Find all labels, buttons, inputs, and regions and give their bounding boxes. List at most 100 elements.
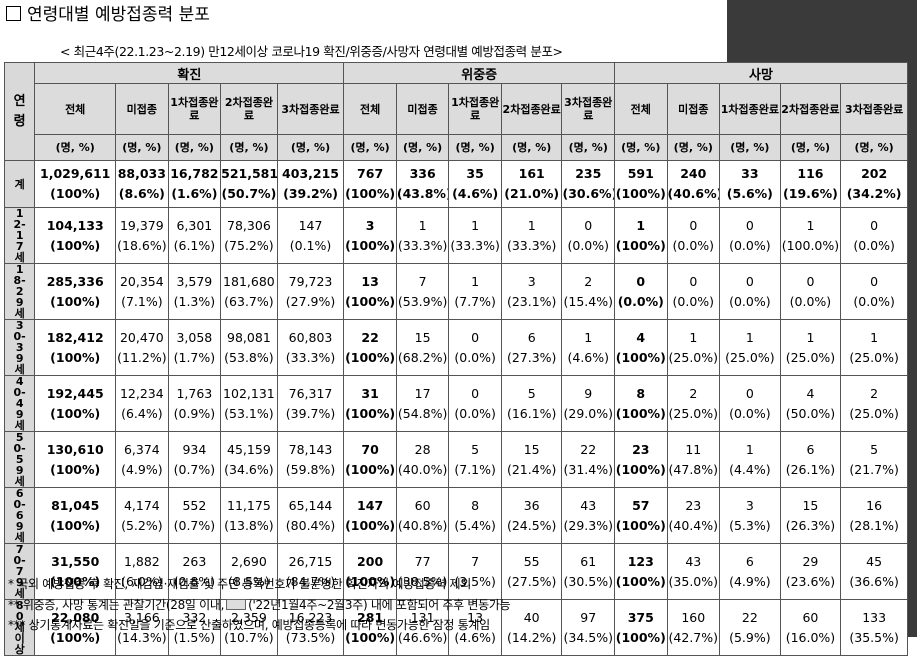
cell-count: 3,166 [123,609,160,625]
cell-death: 1 (25.0%) [840,319,908,376]
cell-confirmed: 26,715 (84.7%) [276,543,345,600]
cell-confirmed: 78,306 (75.2%) [220,207,278,264]
cell-death: 22 (5.9%) [719,599,781,656]
cell-severe: 7 (3.5%) [448,543,502,600]
cell-severe: 97 (34.5%) [561,599,616,656]
cell-percent: (100%) [345,517,396,533]
cell-count: 36 [523,497,540,513]
cell-percent: (100%) [345,461,396,477]
cell-severe: 1 (33.3%) [448,207,502,264]
cell-percent: (16.1%) [506,405,557,421]
cell-percent: (27.9%) [285,293,336,309]
cell-percent: (8.5%) [228,573,270,589]
cell-count: 102,131 [223,385,275,401]
cell-severe: 17 (54.8%) [395,375,450,432]
cell-confirmed: 6,301 (6.1%) [167,207,222,264]
cell-severe: 0 (0.0%) [561,207,616,264]
note-3: *** 상기통계자료는 확진일을 기준으로 산출하였으며, 예방접종등록에 따라… [8,618,490,632]
cell-confirmed: 3,058 (1.7%) [167,319,222,376]
cell-percent: (0.0%) [729,237,771,253]
cell-count: 0 [689,217,698,233]
cell-percent: (28.1%) [849,517,899,533]
header-death-col-4: 3차접종완료 [840,83,908,135]
cell-percent: (21.4%) [506,461,557,477]
cell-percent: (31.4%) [563,461,613,477]
cell-percent: (100%) [50,517,101,533]
cell-percent: (100.0%) [781,237,840,253]
cell-percent: (34.5%) [563,629,613,645]
header-severe-col-3: 2차접종완료 [500,83,563,135]
cell-death: 16 (28.1%) [840,487,908,544]
cell-count: 1 [745,441,754,457]
cell-severe: 70 (100%) [343,431,397,488]
cell-count: 161 [518,166,545,181]
cell-count: 76,317 [288,385,333,401]
cell-severe: 3 (100%) [343,207,397,264]
cell-percent: (25.0%) [668,349,719,365]
cell-severe: 22 (31.4%) [561,431,616,488]
cell-count: 263 [182,553,207,569]
cell-percent: (5.9%) [729,629,771,645]
cell-death: 4 (50.0%) [779,375,842,432]
cell-death: 8 (100%) [614,375,668,432]
cell-count: 7 [418,273,427,289]
cell-death: 123 (100%) [614,543,668,600]
cell-count: 123 [627,553,654,569]
cell-count: 6,374 [123,441,160,457]
header-confirmed-col-2: 1차접종완료 [167,83,222,135]
cell-count: 9 [584,385,593,401]
cell-percent: (100%) [50,573,101,589]
cell-percent: (43.8%) [396,186,449,201]
cell-percent: (53.8%) [224,349,274,365]
cell-percent: (0.0%) [454,405,496,421]
cell-percent: (0.0%) [853,237,895,253]
cell-count: 11,175 [227,497,271,513]
cell-severe: 1 (4.6%) [561,319,616,376]
cell-count: 78,306 [227,217,271,233]
cell-percent: (25.0%) [785,349,836,365]
cell-percent: (40.0%) [397,461,448,477]
cell-death: 2 (25.0%) [666,375,721,432]
cell-percent: (5.4%) [454,517,496,533]
cell-confirmed: 6,374 (4.9%) [115,431,169,488]
cell-confirmed: 65,144 (80.4%) [276,487,345,544]
header-confirmed-col-4: 3차접종완료 [276,83,345,135]
cell-count: 2,690 [231,553,267,569]
cell-death: 11 (47.8%) [666,431,721,488]
cell-death: 57 (100%) [614,487,668,544]
cell-death: 43 (35.0%) [666,543,721,600]
cell-percent: (0.0%) [454,349,496,365]
header-unit: (명, %) [167,134,222,161]
age-label: 60-69세 [3,487,36,544]
cell-confirmed: 76,317 (39.7%) [276,375,345,432]
cell-percent: (34.2%) [846,186,902,201]
header-unit: (명, %) [115,134,169,161]
cell-percent: (11.2%) [117,349,167,365]
cell-confirmed: 285,336 (100%) [34,263,117,320]
cell-count: 6 [806,441,815,457]
title-text: 연령대별 예방접종력 분포 [27,5,210,25]
age-label-text: 60-69세 [13,487,26,544]
cell-confirmed: 31,550 (100%) [34,543,117,600]
cell-percent: (30.5%) [563,573,613,589]
cell-percent: (39.2%) [283,186,338,201]
cell-percent: (50.7%) [221,186,277,201]
cell-severe: 28 (40.0%) [395,431,450,488]
note-1: * 국외 예방접종 후 확진, 재감염·재검출 및 주민 등록번호가 불분명한 … [8,577,472,591]
cell-percent: (0.0%) [567,237,609,253]
cell-count: 77 [414,553,431,569]
cell-severe: 9 (29.0%) [561,375,616,432]
cell-count: 521,581 [221,166,278,181]
cell-percent: (23.6%) [785,573,836,589]
cell-count: 0 [471,385,480,401]
cell-count: 15 [414,329,431,345]
table-row: 30-39세 182,412 (100%) 20,470 (11.2%) 3,058 (1.… [3,319,908,376]
cell-count: 2 [584,273,593,289]
cell-confirmed: 102,131 (53.1%) [220,375,278,432]
cell-count: 1 [806,217,815,233]
cell-confirmed: 552 (0.7%) [167,487,222,544]
table-row: 50-59세 130,610 (100%) 6,374 (4.9%) 934 (0.7%) 4… [3,431,908,488]
header-severe-col-0: 전체 [343,83,397,135]
cell-death: 591 (100%) [614,160,668,208]
header-group-death: 사망 [614,62,908,84]
